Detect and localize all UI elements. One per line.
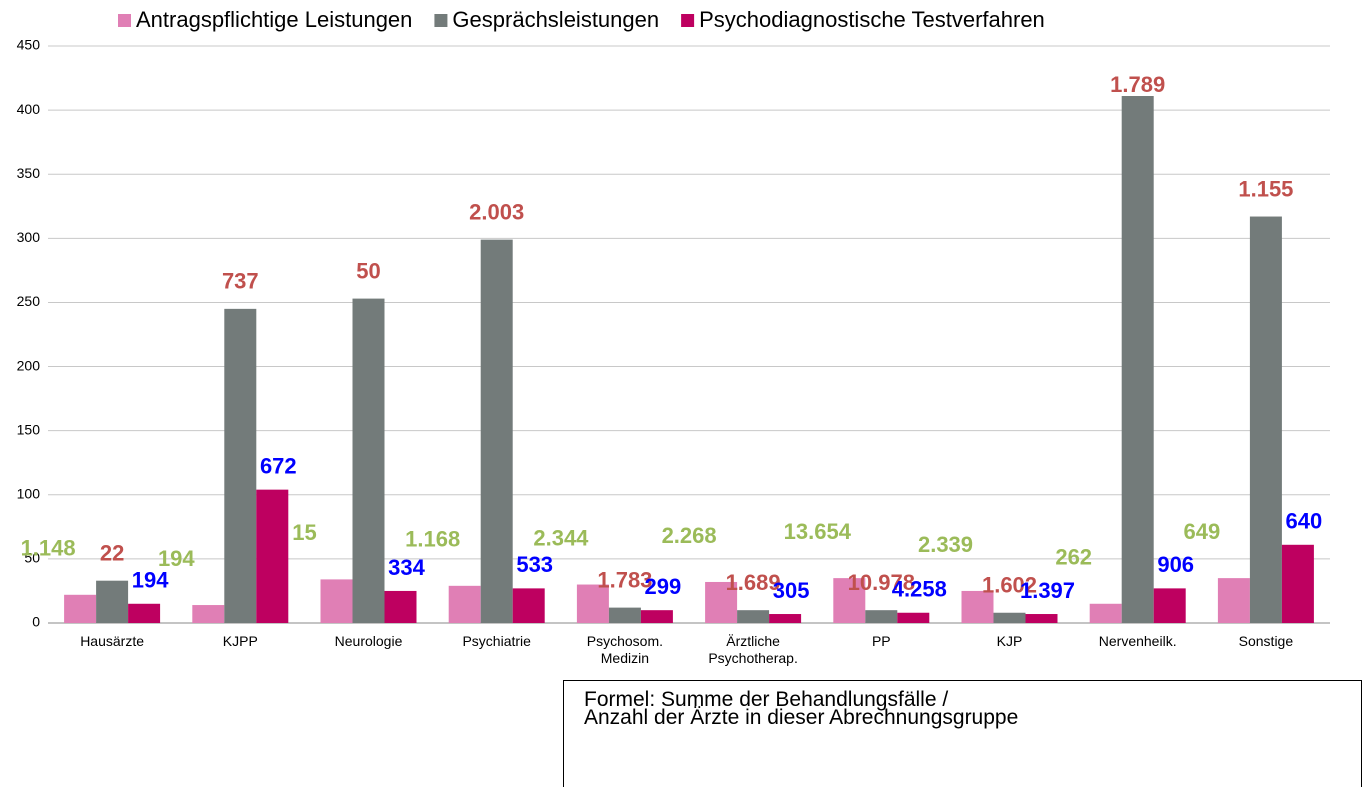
x-tick-label: Psychosom. Medizin [586,633,664,666]
annotation: 4.258 [892,577,947,602]
x-tick-label: Psychiatrie [462,633,531,649]
annotation: 1.148 [21,536,76,561]
bar [480,239,513,624]
bar [352,298,385,623]
x-tick-label: Hausärzte [80,633,144,649]
annotation: 194 [158,546,195,571]
legend-label: Psychodiagnostische Testverfahren [699,7,1045,32]
annotation: 262 [1055,545,1092,570]
bar [1217,578,1250,623]
legend-swatch [681,14,695,27]
bar [224,308,257,623]
x-tick-label: PP [871,633,891,649]
bar [1121,96,1154,624]
bar [1153,588,1186,623]
x-tick-label: Neurologie [334,633,403,649]
annotation: 2.003 [469,199,524,224]
annotation: 334 [388,555,425,580]
bar [192,605,225,623]
bar [576,584,609,623]
annotation: 2.268 [662,523,717,548]
bar [1025,614,1058,623]
annotation: 1.689 [726,570,781,595]
annotation: 1.155 [1238,176,1293,201]
bar [1281,544,1314,623]
bar [961,590,994,623]
bar [64,594,97,623]
bar [769,614,802,623]
bar [865,610,898,623]
annotation: 13.654 [784,519,852,544]
y-tick-label: 450 [17,37,41,53]
bar [320,579,353,623]
formula-note: Formel: Summe der Behandlungsfälle / Anz… [563,680,1362,787]
legend-swatch [118,14,131,27]
bar [833,578,866,623]
y-tick-label: 100 [17,485,41,501]
annotation: 2.339 [918,532,973,557]
x-tick-label: Ärztliche Psychotherap. [708,633,798,666]
annotation: 1.602 [982,573,1037,598]
legend-label: Gesprächsleistungen [452,7,659,32]
bar [640,610,673,623]
bar [993,612,1026,623]
annotation: 533 [516,552,553,577]
y-tick-label: 400 [17,101,41,117]
x-tick-label: Nervenheilk. [1098,633,1177,649]
annotation: 672 [260,453,297,478]
y-tick-label: 150 [17,421,41,437]
y-tick-label: 250 [17,293,41,309]
bar [128,603,161,623]
legend-swatch [434,14,448,27]
annotation: 1.397 [1020,578,1075,603]
y-tick-label: 50 [24,550,40,566]
bar [1249,216,1282,623]
bar [96,580,129,623]
bar [256,489,289,623]
y-tick-label: 200 [17,357,41,373]
x-tick-label: Sonstige [1238,633,1294,649]
annotation: 1.783 [597,567,652,592]
annotation: 305 [773,578,810,603]
y-tick-label: 300 [17,229,41,245]
bar [897,612,930,623]
y-tick-label: 350 [17,165,41,181]
bar [384,590,417,623]
annotation: 194 [132,568,169,593]
annotation: 50 [356,258,380,283]
y-tick-label: 0 [32,614,40,630]
annotation: 649 [1184,519,1221,544]
bar [448,585,481,623]
bar [737,610,770,623]
annotation: 299 [645,574,682,599]
annotation: 2.344 [533,525,589,550]
annotation: 15 [292,520,316,545]
annotation: 906 [1157,552,1194,577]
annotation: 1.168 [405,527,460,552]
x-tick-label: KJP [996,633,1023,649]
x-tick-label: KJPP [222,633,258,649]
bar [705,581,738,623]
annotation: 1.789 [1110,72,1165,97]
bar [512,588,545,623]
chart: 0 50 100 150 200 250 300 350 400 450 Antragspflich… [17,7,1330,630]
legend-label: Antragspflichtige Leistungen [136,7,412,32]
bar [1089,603,1122,623]
annotation: 22 [100,540,124,565]
bar [608,607,641,623]
annotation: 640 [1286,509,1323,534]
annotation: 10.978 [848,570,915,595]
annotation: 737 [222,269,259,294]
